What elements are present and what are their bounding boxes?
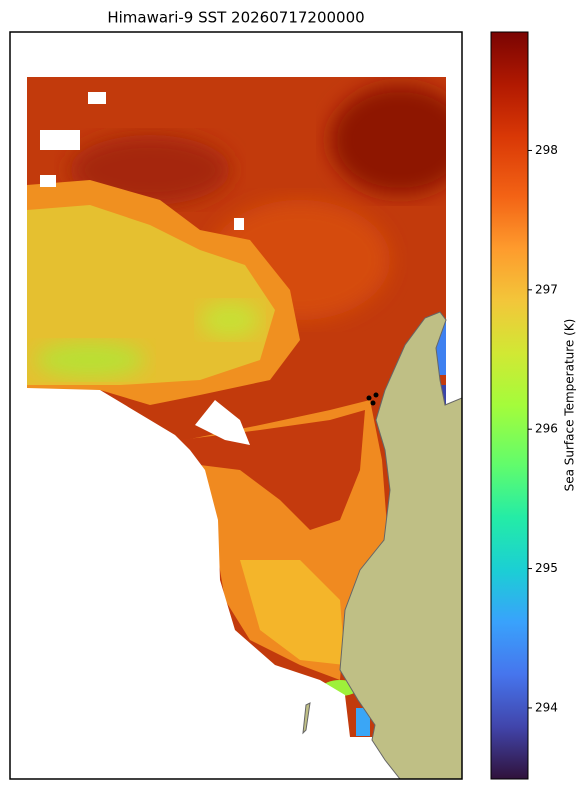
colorbar-tick-label: 296	[535, 422, 558, 436]
sst-map	[10, 32, 462, 779]
colorbar-tick-label: 298	[535, 143, 558, 157]
map-title: Himawari-9 SST 20260717200000	[107, 9, 364, 27]
colorbar-label: Sea Surface Temperature (K)	[563, 319, 577, 492]
colorbar-tick-label: 297	[535, 282, 558, 296]
colorbar-tick-label: 295	[535, 561, 558, 575]
colorbar-tick-label: 294	[535, 700, 558, 714]
map-frame	[9, 31, 463, 780]
colorbar	[490, 31, 529, 780]
